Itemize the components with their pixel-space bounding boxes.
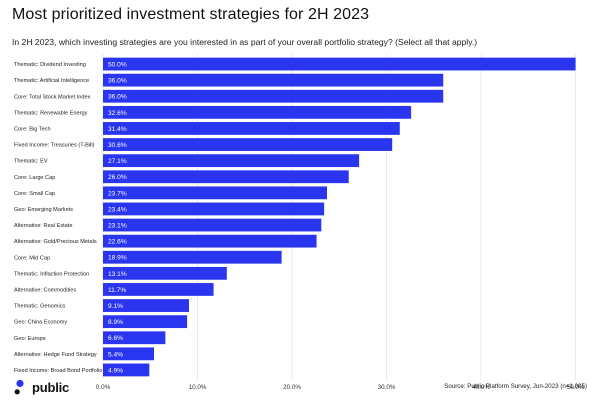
bar-value-label: 26.0% bbox=[108, 174, 127, 181]
x-tick-label: 30.0% bbox=[378, 384, 396, 391]
category-label: Geo: Emerging Markets bbox=[14, 207, 73, 213]
bar-value-label: 18.9% bbox=[108, 255, 127, 262]
bar bbox=[103, 73, 444, 87]
bar-value-label: 50.0% bbox=[108, 61, 127, 68]
bar bbox=[103, 138, 393, 151]
public-logo: public bbox=[14, 379, 69, 395]
bar-value-label: 22.6% bbox=[108, 239, 127, 246]
bar-value-label: 13.1% bbox=[108, 271, 127, 278]
category-label: Thematic: Inflaction Protection bbox=[14, 271, 89, 277]
bar bbox=[103, 266, 227, 280]
bar bbox=[103, 363, 150, 377]
bar-value-label: 11.7% bbox=[108, 287, 126, 294]
bar-value-label: 5.4% bbox=[108, 351, 123, 358]
category-label: Fixed Income: Broad Bond Portfolio bbox=[14, 368, 102, 374]
x-tick-label: 10.0% bbox=[189, 384, 207, 391]
category-label: Fixed Income: Treasuries (T-Bill) bbox=[14, 143, 95, 149]
category-label: Thematic: Artificial Intelligence bbox=[14, 78, 89, 84]
bar-value-label: 23.7% bbox=[108, 190, 127, 197]
bar bbox=[103, 315, 188, 329]
bar bbox=[103, 347, 155, 361]
category-label: Core: Mid Cap bbox=[14, 255, 50, 261]
bar-value-label: 8.9% bbox=[108, 319, 123, 326]
bar bbox=[103, 250, 282, 264]
x-tick-label: 0.0% bbox=[96, 384, 111, 391]
category-label: Core: Big Tech bbox=[14, 126, 51, 132]
bar-value-label: 36.0% bbox=[108, 94, 127, 101]
category-label: Alternative: Gold/Precious Metals bbox=[14, 239, 97, 245]
bar bbox=[103, 186, 327, 200]
bar-value-label: 32.6% bbox=[108, 110, 127, 117]
bar-value-label: 36.0% bbox=[108, 78, 127, 85]
category-label: Thematic: EV bbox=[14, 159, 48, 165]
x-tick-label: 40.0% bbox=[472, 384, 490, 391]
category-label: Thematic: Genomics bbox=[14, 304, 65, 310]
category-label: Alternative: Commodities bbox=[14, 287, 76, 293]
category-label: Geo: Europe bbox=[14, 336, 46, 342]
category-label: Geo: China Economy bbox=[14, 320, 67, 326]
bar-value-label: 30.6% bbox=[108, 142, 127, 149]
chart-subtitle: In 2H 2023, which investing strategies a… bbox=[12, 37, 478, 47]
bar bbox=[103, 331, 166, 345]
bar bbox=[103, 218, 322, 232]
bar-value-label: 27.1% bbox=[108, 158, 127, 165]
bar bbox=[103, 299, 190, 312]
bar-value-label: 6.6% bbox=[108, 335, 123, 342]
bar bbox=[103, 234, 317, 248]
category-label: Core: Large Cap bbox=[14, 175, 55, 181]
x-tick-label: 50.0% bbox=[567, 384, 585, 391]
bar bbox=[103, 122, 400, 135]
bar bbox=[103, 57, 576, 71]
category-label: Thematic: Dividend Investing bbox=[14, 62, 86, 68]
bar-value-label: 9.1% bbox=[108, 303, 123, 310]
bar bbox=[103, 202, 325, 216]
bar bbox=[103, 154, 360, 168]
category-label: Core: Total Stock Market Index bbox=[14, 94, 91, 100]
bar bbox=[103, 105, 412, 119]
x-tick-label: 20.0% bbox=[283, 384, 301, 391]
chart-title: Most prioritized investment strategies f… bbox=[12, 6, 370, 23]
bar-value-label: 31.4% bbox=[108, 126, 127, 133]
source-note: Source: Public Platform Survey, Jun-2023… bbox=[444, 383, 587, 390]
category-label: Alternative: Real Estate bbox=[14, 223, 72, 229]
bar bbox=[103, 283, 214, 296]
bar-value-label: 4.9% bbox=[108, 367, 123, 374]
bar-value-label: 23.4% bbox=[108, 206, 127, 213]
bar-value-label: 23.1% bbox=[108, 222, 127, 229]
category-label: Core: Small Cap bbox=[14, 191, 55, 197]
logo-text: public bbox=[32, 379, 70, 395]
public-logo-icon bbox=[14, 379, 24, 395]
category-label: Thematic: Renewable Energy bbox=[14, 110, 88, 116]
bar bbox=[103, 89, 444, 103]
category-label: Alternative: Hedge Fund Strategy bbox=[14, 352, 97, 358]
bar bbox=[103, 170, 349, 184]
